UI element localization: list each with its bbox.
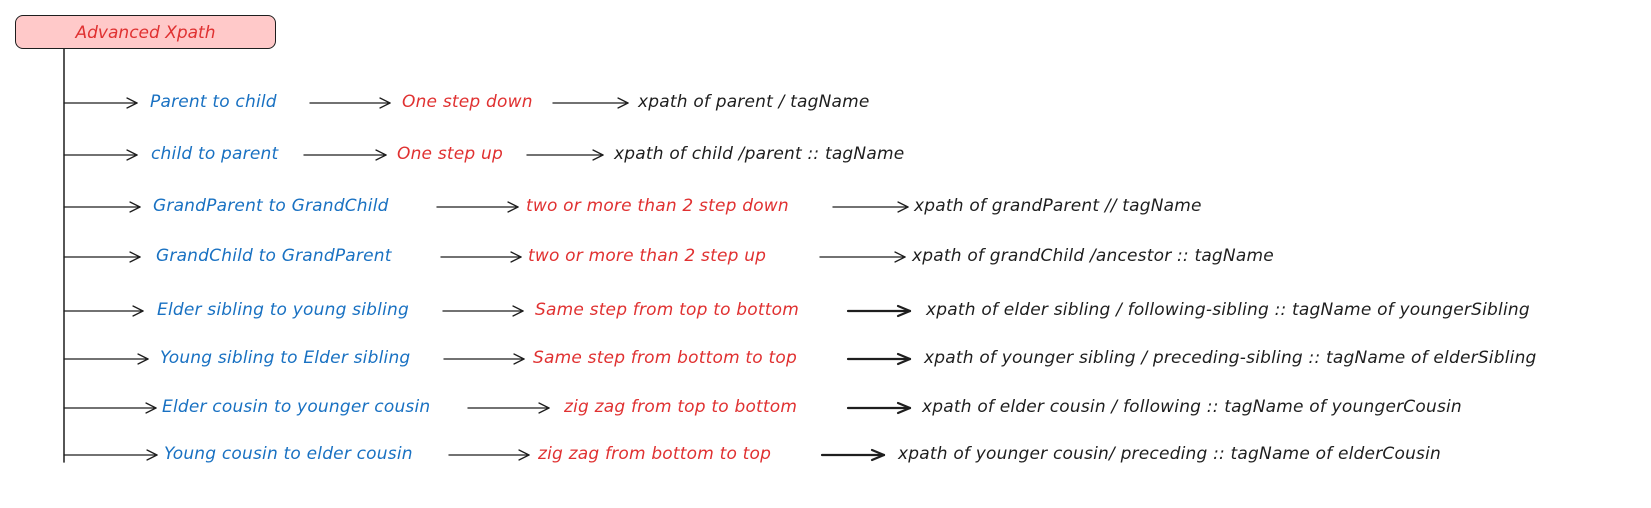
step-description: zig zag from top to bottom [564,397,798,417]
step-description: zig zag from bottom to top [538,444,772,464]
relation-label: child to parent [151,144,279,164]
relation-label: Elder cousin to younger cousin [162,397,431,417]
step-description: Same step from top to bottom [535,300,799,320]
relation-to-steps-arrow [442,305,524,317]
xpath-expression: xpath of child /parent :: tagName [614,144,905,164]
relation-to-steps-arrow [303,149,387,161]
xpath-expression: xpath of grandChild /ancestor :: tagName [912,246,1274,266]
xpath-expression: xpath of parent / tagName [638,92,870,112]
relation-to-steps-arrow [436,201,519,213]
relation-to-steps-arrow [309,97,391,109]
title-node: Advanced Xpath [15,15,276,49]
diagram-title: Advanced Xpath [75,23,216,43]
relation-label: Young cousin to elder cousin [164,444,413,464]
xpath-expression: xpath of younger sibling / preceding-sib… [924,348,1537,368]
relation-label: Elder sibling to young sibling [157,300,409,320]
relation-to-steps-arrow [443,353,525,365]
branch-arrow [63,305,144,317]
steps-to-xpath-arrow [846,304,912,318]
steps-to-xpath-arrow [819,251,906,263]
step-description: two or more than 2 step up [528,246,767,266]
step-description: One step down [402,92,533,112]
steps-to-xpath-arrow [820,448,886,462]
steps-to-xpath-arrow [846,352,912,366]
steps-to-xpath-arrow [846,401,912,415]
xpath-expression: xpath of younger cousin/ preceding :: ta… [898,444,1441,464]
branch-arrow [63,97,138,109]
relation-label: GrandParent to GrandChild [153,196,389,216]
xpath-expression: xpath of elder sibling / following-sibli… [926,300,1530,320]
branch-arrow [63,353,149,365]
relation-label: Parent to child [150,92,277,112]
relation-to-steps-arrow [440,251,522,263]
steps-to-xpath-arrow [552,97,629,109]
branch-arrow [63,201,141,213]
branch-arrow [63,449,158,461]
steps-to-xpath-arrow [832,201,909,213]
branch-arrow [63,251,141,263]
steps-to-xpath-arrow [526,149,604,161]
step-description: One step up [397,144,503,164]
relation-label: GrandChild to GrandParent [156,246,392,266]
relation-to-steps-arrow [448,449,530,461]
relation-to-steps-arrow [467,402,550,414]
step-description: two or more than 2 step down [526,196,789,216]
step-description: Same step from bottom to top [533,348,797,368]
branch-arrow [63,402,157,414]
branch-arrow [63,149,138,161]
xpath-expression: xpath of elder cousin / following :: tag… [922,397,1462,417]
xpath-expression: xpath of grandParent // tagName [914,196,1202,216]
relation-label: Young sibling to Elder sibling [160,348,411,368]
